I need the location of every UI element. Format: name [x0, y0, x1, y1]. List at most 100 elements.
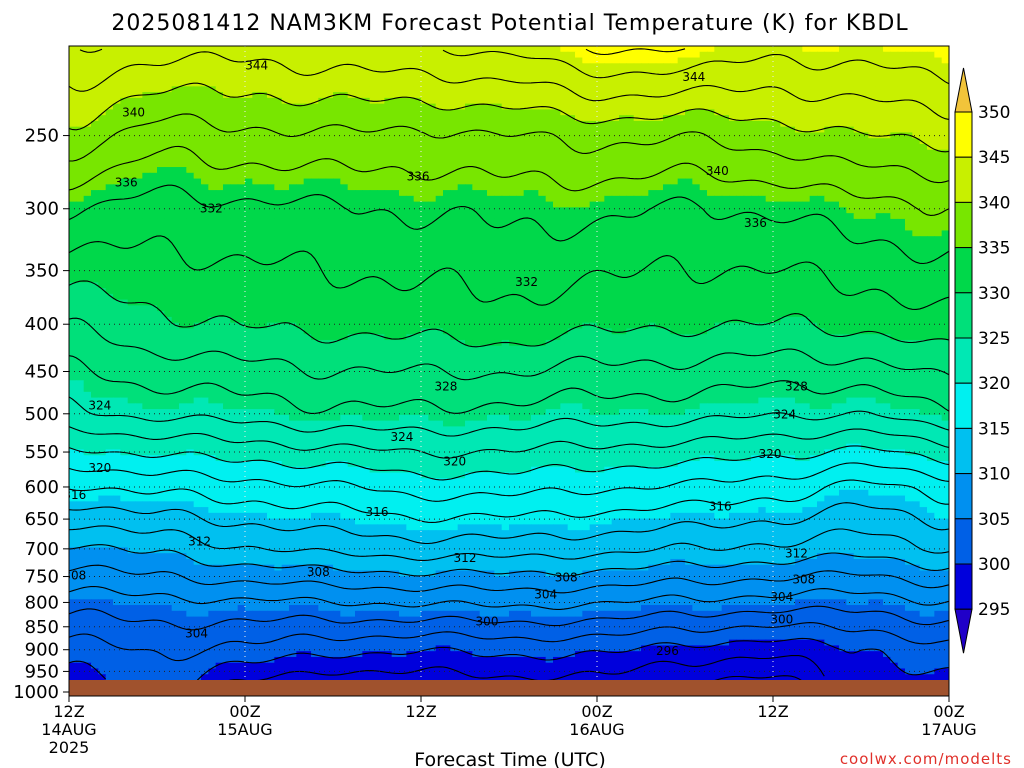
heatmap-cell [267, 282, 275, 288]
heatmap-cell [685, 104, 693, 110]
heatmap-cell [260, 98, 268, 104]
heatmap-cell [201, 225, 209, 231]
heatmap-cell [289, 253, 297, 259]
heatmap-cell [714, 127, 722, 133]
heatmap-cell [494, 282, 502, 288]
heatmap-cell [164, 282, 172, 288]
heatmap-cell [927, 225, 935, 231]
heatmap-cell [729, 63, 737, 69]
heatmap-cell [538, 150, 546, 156]
heatmap-cell [546, 271, 554, 277]
heatmap-cell [348, 156, 356, 162]
heatmap-cell [91, 259, 99, 265]
heatmap-cell [582, 202, 590, 208]
heatmap-cell [890, 121, 898, 127]
heatmap-cell [502, 46, 510, 52]
heatmap-cell [553, 253, 561, 259]
heatmap-cell [106, 225, 114, 231]
heatmap-cell [604, 236, 612, 242]
heatmap-cell [172, 179, 180, 185]
heatmap-cell [245, 156, 253, 162]
heatmap-cell [927, 92, 935, 98]
heatmap-cell [223, 230, 231, 236]
heatmap-cell [934, 75, 942, 81]
heatmap-cell [333, 253, 341, 259]
heatmap-cell [524, 144, 532, 150]
heatmap-cell [76, 161, 84, 167]
heatmap-cell [333, 121, 341, 127]
heatmap-cell [113, 277, 121, 283]
heatmap-cell [458, 144, 466, 150]
heatmap-cell [839, 196, 847, 202]
heatmap-cell [370, 75, 378, 81]
heatmap-cell [296, 253, 304, 259]
heatmap-cell [744, 81, 752, 87]
heatmap-cell [157, 127, 165, 133]
heatmap-cell [421, 121, 429, 127]
heatmap-cell [267, 150, 275, 156]
heatmap-cell [436, 58, 444, 64]
heatmap-cell [729, 225, 737, 231]
heatmap-cell [634, 202, 642, 208]
heatmap-cell [663, 202, 671, 208]
heatmap-cell [84, 282, 92, 288]
heatmap-cell [384, 248, 392, 254]
heatmap-cell [817, 167, 825, 173]
heatmap-cell [758, 69, 766, 75]
heatmap-cell [296, 236, 304, 242]
heatmap-cell [208, 236, 216, 242]
heatmap-cell [223, 184, 231, 190]
heatmap-cell [135, 127, 143, 133]
heatmap-cell [722, 150, 730, 156]
heatmap-cell [450, 156, 458, 162]
heatmap-cell [934, 81, 942, 87]
heatmap-cell [436, 242, 444, 248]
heatmap-cell [934, 92, 942, 98]
heatmap-cell [150, 86, 158, 92]
heatmap-cell [861, 127, 869, 133]
heatmap-cell [788, 46, 796, 52]
heatmap-cell [934, 115, 942, 121]
heatmap-cell [531, 161, 539, 167]
heatmap-cell [186, 115, 194, 121]
heatmap-cell [854, 219, 862, 225]
heatmap-cell [729, 98, 737, 104]
heatmap-cell [663, 161, 671, 167]
heatmap-cell [744, 259, 752, 265]
heatmap-cell [230, 225, 238, 231]
heatmap-cell [311, 173, 319, 179]
heatmap-cell [854, 271, 862, 277]
heatmap-cell [546, 121, 554, 127]
heatmap-cell [780, 253, 788, 259]
heatmap-cell [91, 92, 99, 98]
heatmap-cell [648, 236, 656, 242]
heatmap-cell [531, 144, 539, 150]
heatmap-cell [575, 86, 583, 92]
heatmap-cell [546, 259, 554, 265]
heatmap-cell [179, 173, 187, 179]
heatmap-cell [318, 150, 326, 156]
heatmap-cell [758, 202, 766, 208]
heatmap-cell [883, 86, 891, 92]
heatmap-cell [817, 104, 825, 110]
heatmap-cell [846, 121, 854, 127]
heatmap-cell [868, 242, 876, 248]
heatmap-cell [274, 161, 282, 167]
heatmap-cell [604, 265, 612, 271]
heatmap-cell [296, 138, 304, 144]
heatmap-cell [861, 121, 869, 127]
heatmap-cell [707, 179, 715, 185]
heatmap-cell [472, 184, 480, 190]
heatmap-cell [179, 150, 187, 156]
heatmap-cell [582, 242, 590, 248]
heatmap-cell [326, 184, 334, 190]
heatmap-cell [626, 75, 634, 81]
heatmap-cell [692, 230, 700, 236]
heatmap-cell [619, 265, 627, 271]
heatmap-cell [113, 75, 121, 81]
heatmap-cell [76, 81, 84, 87]
heatmap-cell [905, 115, 913, 121]
heatmap-cell [135, 248, 143, 254]
heatmap-cell [700, 52, 708, 58]
heatmap-cell [876, 248, 884, 254]
